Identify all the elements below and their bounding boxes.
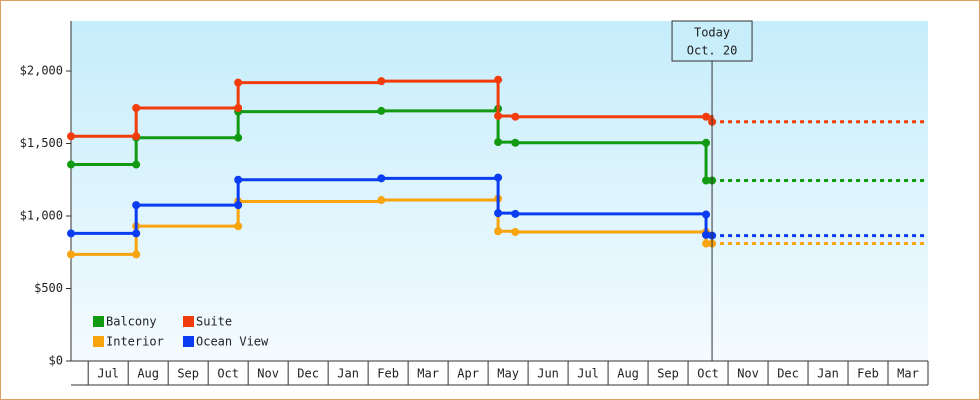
data-point [494, 138, 503, 147]
data-point [702, 239, 711, 248]
legend-swatch [93, 316, 104, 327]
x-tick-label: Feb [377, 367, 399, 381]
data-point [511, 227, 520, 236]
x-tick-label: Aug [137, 367, 159, 381]
data-point [702, 230, 711, 239]
y-tick-label: $0 [49, 354, 63, 368]
data-point [67, 160, 75, 169]
data-point [132, 250, 141, 259]
legend-label: Balcony [106, 315, 157, 329]
data-point [702, 138, 711, 147]
data-point [511, 138, 520, 147]
x-tick-label: Sep [177, 367, 199, 381]
y-tick-label: $1,000 [20, 209, 63, 223]
x-tick-label: Apr [457, 367, 479, 381]
x-tick-label: Aug [617, 367, 639, 381]
x-tick-label: Mar [417, 367, 439, 381]
data-point [234, 201, 243, 210]
data-point [511, 112, 520, 121]
x-tick-label: Dec [777, 367, 799, 381]
data-point [702, 112, 711, 121]
x-tick-label: Nov [257, 367, 279, 381]
data-point [377, 106, 386, 115]
data-point [377, 196, 386, 205]
data-point [234, 222, 243, 231]
data-point [494, 111, 503, 120]
x-tick-label: May [497, 367, 519, 381]
x-tick-label: Oct [697, 367, 719, 381]
data-point [234, 133, 243, 142]
data-point [702, 210, 711, 219]
data-point [132, 201, 141, 210]
data-point [234, 175, 243, 184]
data-point [132, 160, 141, 169]
today-box [671, 20, 753, 62]
x-tick-label: Oct [217, 367, 239, 381]
data-point [511, 209, 520, 218]
x-tick-label: Jun [537, 367, 559, 381]
data-point [67, 229, 75, 238]
data-point [234, 103, 243, 112]
data-point [494, 227, 503, 236]
data-point [234, 78, 243, 87]
data-point [702, 176, 711, 185]
data-point [67, 132, 75, 141]
legend-label: Suite [196, 315, 232, 329]
data-point [132, 103, 141, 112]
x-tick-label: Mar [897, 367, 919, 381]
legend-swatch [93, 336, 104, 347]
legend-label: Ocean View [196, 335, 269, 349]
x-tick-label: Jul [577, 367, 599, 381]
y-tick-label: $500 [34, 281, 63, 295]
data-point [132, 132, 141, 141]
x-tick-label: Jan [337, 367, 359, 381]
x-tick-label: Feb [857, 367, 879, 381]
x-tick-label: Dec [297, 367, 319, 381]
x-tick-label: Sep [657, 367, 679, 381]
data-point [67, 250, 75, 259]
data-point [377, 174, 386, 183]
legend-swatch [183, 336, 194, 347]
x-tick-label: Jan [817, 367, 839, 381]
data-point [494, 75, 503, 84]
y-tick-label: $2,000 [20, 64, 63, 78]
y-tick-label: $1,500 [20, 136, 63, 150]
legend-label: Interior [106, 335, 164, 349]
x-tick-label: Nov [737, 367, 759, 381]
today-label: Oct. 20 [687, 44, 738, 58]
data-point [377, 77, 386, 86]
data-point [494, 173, 503, 182]
legend-swatch [183, 316, 194, 327]
data-point [132, 229, 141, 238]
data-point [494, 209, 503, 218]
x-tick-label: Jul [97, 367, 119, 381]
today-label: Today [694, 26, 730, 40]
